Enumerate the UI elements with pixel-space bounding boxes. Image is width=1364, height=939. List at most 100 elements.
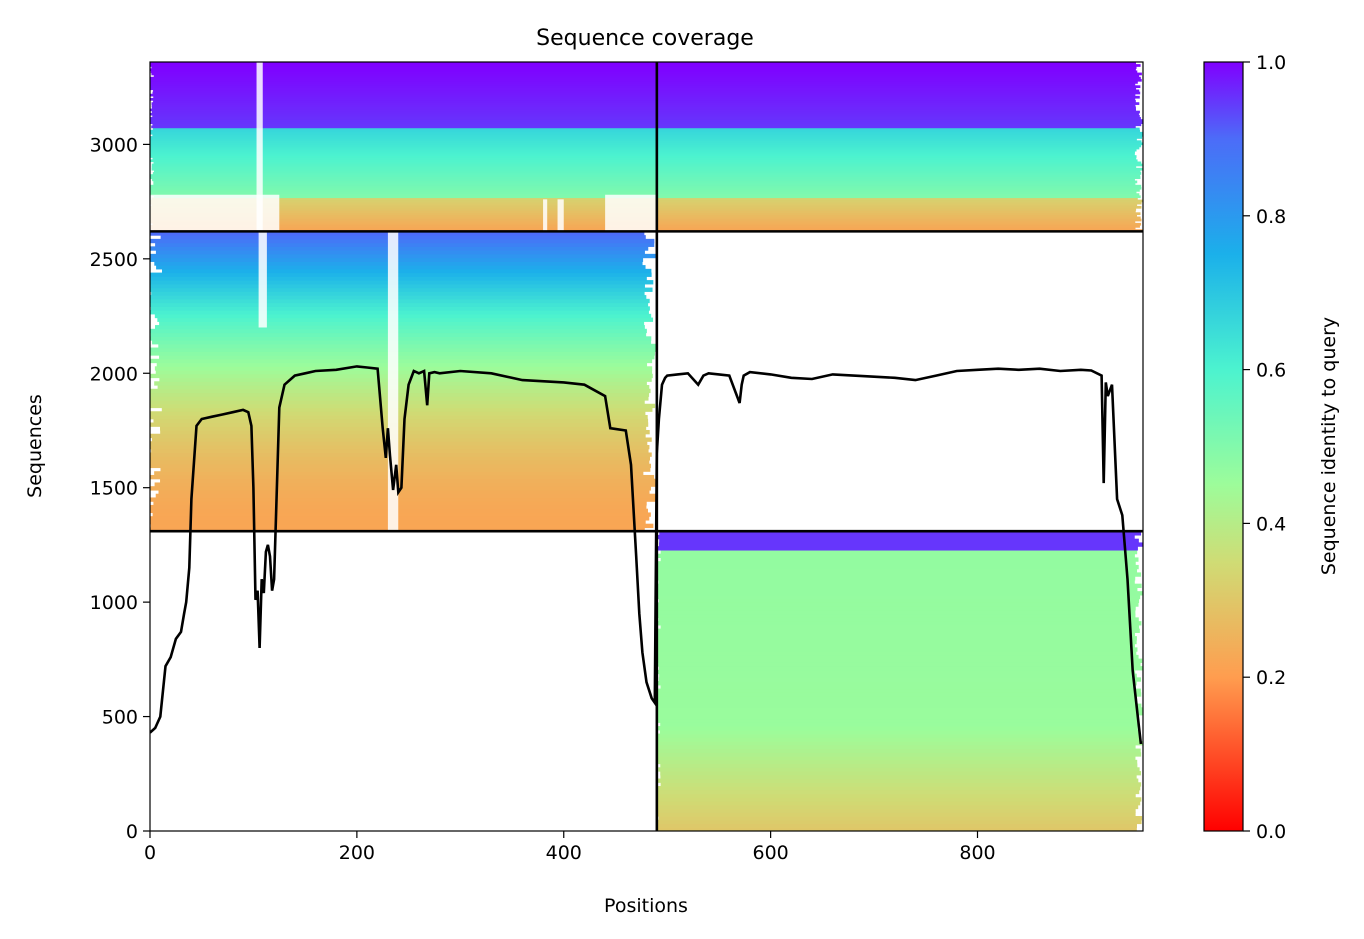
coverage-band [152,512,651,517]
coverage-band [656,823,1137,828]
coverage-band [656,602,1139,607]
coverage-band [657,786,1141,791]
coverage-band [150,328,647,334]
coverage-band [656,621,1142,626]
coverage-band [150,97,1136,101]
colorbar-label: Sequence identity to query [1318,317,1340,575]
coverage-band [656,703,1142,708]
coverage-band [157,317,654,322]
coverage-band [656,778,1139,783]
coverage-blocks [150,62,1143,831]
coverage-band [150,148,1137,152]
coverage-band [150,246,649,251]
coverage-band [656,594,1141,600]
coverage-band [150,146,1140,150]
y-tick-label: 1500 [90,478,138,500]
x-tick-label: 800 [959,842,995,864]
coverage-band [152,172,1142,175]
coverage-gap [387,231,399,532]
coverage-band [156,265,646,270]
coverage-band [659,538,1139,544]
coverage-band [656,756,1136,761]
coverage-band [150,108,1136,112]
coverage-band [151,163,1143,167]
coverage-band [656,572,1142,577]
coverage-band [656,711,1143,716]
y-tick-label: 2000 [90,363,138,385]
coverage-band [151,72,1142,76]
coverage-band [152,114,1140,118]
coverage-band [660,557,1139,562]
coverage-band [150,81,1138,84]
coverage-band [656,606,1136,611]
coverage-band [150,140,1142,144]
coverage-band [656,591,1143,596]
coverage-band [658,617,1139,622]
coverage-band [153,100,1136,103]
coverage-band [154,381,647,386]
coverage-band [150,392,650,397]
coverage-band [152,340,652,345]
coverage-band [656,681,1137,686]
coverage-band [150,193,1140,196]
coverage-band [150,83,1136,86]
coverage-band [150,415,648,420]
block-3 [656,531,1143,831]
coverage-band [656,714,1139,720]
coverage-band [150,253,656,259]
coverage-band [150,441,648,446]
block-2 [150,231,657,532]
coverage-band [150,155,1137,158]
coverage-band [658,598,1140,603]
x-axis: 0 200 400 600 800 [144,831,996,864]
coverage-gap [605,194,657,232]
coverage-band [658,579,1135,585]
coverage-band [658,662,1141,667]
coverage-band [150,456,651,461]
coverage-band [660,722,1138,727]
coverage-gap [256,62,263,232]
coverage-band [150,87,1137,91]
coverage-gap [258,231,267,328]
coverage-band [158,343,657,349]
coverage-band [150,298,650,304]
coverage-band [151,167,1143,171]
coverage-band [656,546,1138,551]
coverage-band [150,78,1142,82]
x-tick-label: 200 [339,842,375,864]
coverage-band [154,313,652,319]
coverage-band [150,159,1138,163]
coverage-band [656,733,1140,738]
coverage-band [656,748,1141,753]
coverage-band [656,654,1139,660]
y-axis: 0 500 1000 1500 2000 2500 3000 [90,134,150,843]
coverage-band [150,64,1141,67]
coverage-band [150,403,656,409]
coverage-band [660,549,1138,555]
coverage-band [150,444,650,450]
coverage-band [154,482,657,487]
coverage-band [660,729,1140,735]
coverage-band [656,797,1142,802]
coverage-gap [557,199,564,232]
coverage-band [151,165,1137,169]
coverage-band [660,771,1142,776]
coverage-band [150,138,1137,141]
coverage-band [159,355,655,360]
coverage-band [155,493,657,499]
coverage-band [656,632,1136,637]
coverage-band [656,812,1136,817]
coverage-band [150,121,1143,124]
coverage-band [150,186,1142,190]
colorbar [1203,61,1244,832]
x-axis-label: Positions [604,895,688,917]
coverage-band [159,321,645,326]
coverage-band [150,336,652,341]
coverage-band [658,677,1142,682]
coverage-band [150,388,651,394]
coverage-band [150,306,650,311]
coverage-band [151,66,1137,69]
coverage-band [151,106,1136,110]
coverage-band [154,366,653,371]
coverage-band [152,123,1142,127]
